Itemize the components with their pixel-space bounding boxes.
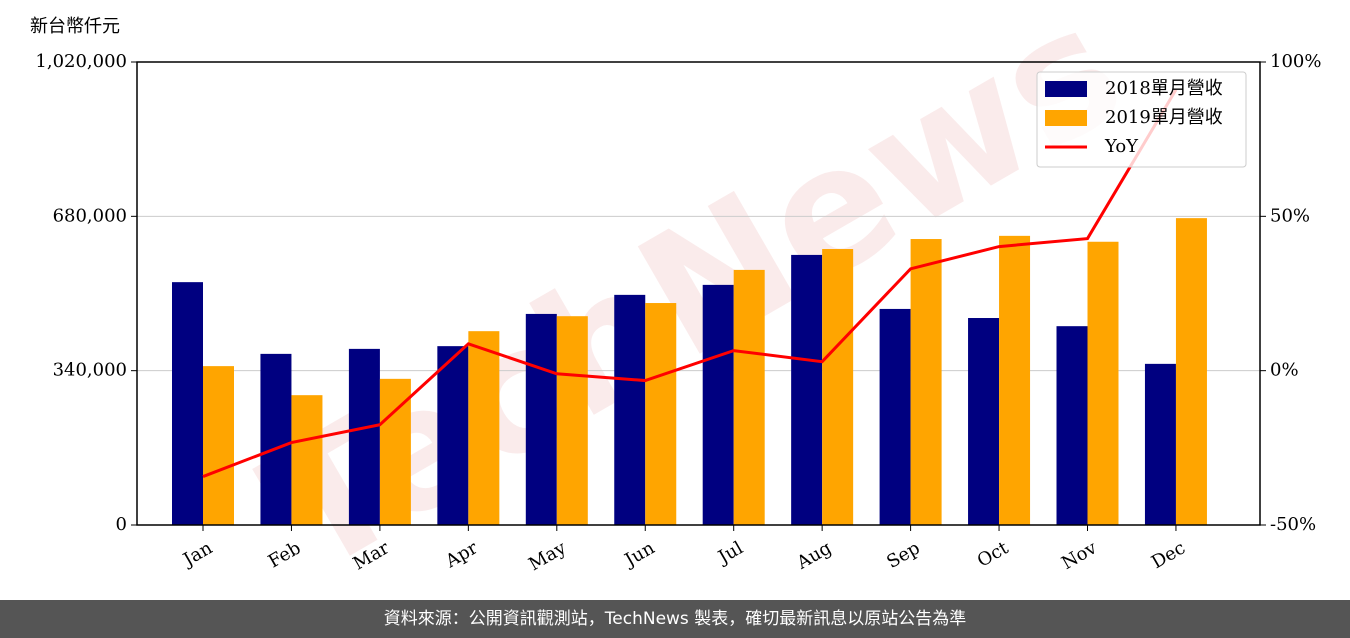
bar: [614, 294, 646, 525]
plot-frame: [136, 61, 1261, 526]
x-tick-label: Jan: [178, 537, 216, 571]
x-tick-label: Jun: [620, 537, 659, 572]
y-tick-label: 1,020,000: [35, 51, 127, 72]
bar: [556, 316, 588, 525]
bar: [172, 282, 203, 525]
legend-swatch: [1045, 81, 1087, 97]
y2-tick-label: 0%: [1270, 360, 1299, 381]
bar: [999, 235, 1031, 525]
line: [202, 89, 1178, 478]
bar: [348, 348, 380, 525]
y-tick-label: 0: [116, 514, 127, 535]
x-tick-label: Jul: [713, 537, 747, 569]
chart: 新台幣仟元 TechNews 0340,000680,0001,020,000-…: [30, 0, 1321, 612]
x-tick-label: Sep: [883, 537, 923, 572]
bar: [260, 353, 292, 525]
x-tick-label: Dec: [1148, 537, 1189, 573]
bar: [791, 254, 823, 525]
x-tick-label: Nov: [1058, 537, 1101, 574]
bar: [437, 346, 469, 525]
bar: [468, 331, 500, 525]
bar: [379, 378, 411, 525]
legend-swatch: [1045, 110, 1087, 126]
bar: [1175, 218, 1207, 525]
bar: [968, 318, 1000, 525]
bar: [702, 284, 734, 525]
bar: [291, 395, 323, 525]
bar: [879, 308, 911, 525]
bar: [203, 366, 234, 525]
bar: [525, 313, 557, 525]
x-tick-label: Oct: [974, 537, 1013, 572]
y-tick-label: 680,000: [53, 205, 127, 226]
bar: [645, 303, 677, 525]
legend-label: YoY: [1104, 136, 1139, 157]
bar: [1144, 363, 1176, 525]
bar: [822, 249, 854, 525]
legend-label: 2019單月營收: [1105, 107, 1223, 128]
bar: [733, 269, 765, 525]
bar: [910, 239, 942, 525]
legend-box: [1036, 71, 1247, 168]
legend-label: 2018單月營收: [1105, 78, 1223, 99]
bar: [1056, 326, 1088, 525]
y2-tick-label: 100%: [1270, 51, 1321, 72]
x-tick-label: Aug: [792, 537, 835, 574]
y2-tick-label: 50%: [1270, 205, 1310, 226]
x-tick-label: May: [525, 537, 570, 575]
y-tick-label: 340,000: [53, 360, 127, 381]
y2-tick-label: -50%: [1270, 514, 1316, 535]
y-axis-label: 新台幣仟元: [30, 16, 120, 37]
footer: 資料來源：公開資訊觀測站，TechNews 製表，確切最新訊息以原站公告為準: [0, 600, 1350, 638]
bar: [1087, 241, 1119, 526]
